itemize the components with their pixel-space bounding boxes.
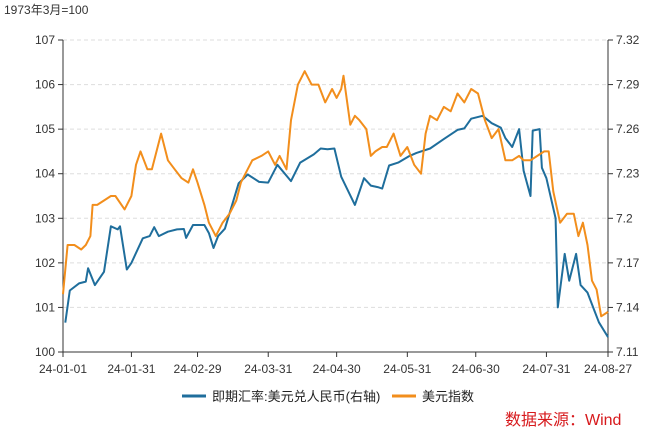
series-layer xyxy=(62,70,609,338)
grid-layer xyxy=(63,39,608,308)
right-tick-label: 7.17 xyxy=(616,256,640,270)
axes-layer: 100 101 102 103 104 105 106 107 7.11 7.14 7.17 7.2 7… xyxy=(35,33,640,376)
right-tick-label: 7.23 xyxy=(616,167,640,181)
left-tick-label: 105 xyxy=(35,122,55,136)
left-tick-label: 103 xyxy=(35,211,55,225)
source-note: 数据来源：Wind xyxy=(505,411,621,429)
x-tick-label: 24-08-27 xyxy=(584,362,632,376)
right-tick-label: 7.26 xyxy=(616,122,640,136)
x-tick-label: 24-02-29 xyxy=(174,362,222,376)
left-tick-label: 100 xyxy=(35,345,55,359)
x-tick-label: 24-01-31 xyxy=(107,362,155,376)
series-line-2 xyxy=(62,70,609,318)
x-tick-label: 24-06-30 xyxy=(452,362,500,376)
legend-label-2: 美元指数 xyxy=(422,389,474,404)
x-tick-label: 24-03-31 xyxy=(244,362,292,376)
left-tick-label: 102 xyxy=(35,256,55,270)
right-tick-label: 7.11 xyxy=(616,345,639,359)
left-tick-label: 104 xyxy=(35,167,55,181)
right-tick-label: 7.32 xyxy=(616,33,640,47)
left-axis-note: 1973年3月=100 xyxy=(4,3,89,17)
left-tick-label: 107 xyxy=(35,33,55,47)
right-tick-label: 7.29 xyxy=(616,78,640,92)
series-line-1 xyxy=(64,114,609,338)
left-tick-label: 106 xyxy=(35,78,55,92)
x-tick-label: 24-05-31 xyxy=(383,362,431,376)
legend-label-1: 即期汇率:美元兑人民币(右轴) xyxy=(212,389,380,404)
left-tick-label: 101 xyxy=(35,300,55,314)
right-tick-label: 7.14 xyxy=(616,300,640,314)
x-tick-label: 24-07-31 xyxy=(522,362,570,376)
right-tick-label: 7.2 xyxy=(616,211,633,225)
x-tick-label: 24-04-30 xyxy=(313,362,361,376)
legend: 即期汇率:美元兑人民币(右轴) 美元指数 xyxy=(182,389,474,404)
x-tick-label: 24-01-01 xyxy=(39,362,87,376)
